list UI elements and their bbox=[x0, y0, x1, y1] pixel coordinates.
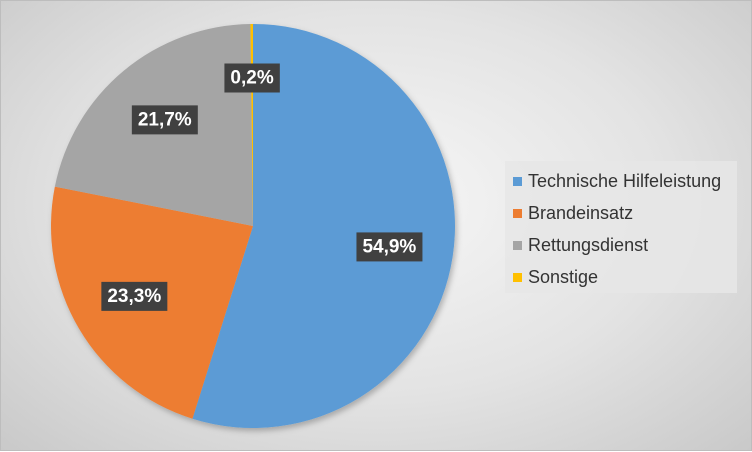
legend-swatch bbox=[513, 240, 522, 250]
data-label-text: 0,2% bbox=[230, 68, 273, 89]
data-labels: 54,9% 23,3% 21,7% 0,2% bbox=[101, 63, 423, 311]
data-label-technische-hilfeleistung: 54,9% bbox=[356, 232, 423, 262]
legend-label: Technische Hilfeleistung bbox=[528, 170, 722, 191]
legend-item-brandeinsatz: Brandeinsatz bbox=[513, 197, 737, 229]
data-label-text: 54,9% bbox=[362, 236, 416, 257]
legend-swatch bbox=[513, 272, 522, 282]
legend-swatch bbox=[513, 208, 522, 218]
data-label-text: 23,3% bbox=[107, 286, 161, 307]
data-label-brandeinsatz: 23,3% bbox=[101, 281, 168, 311]
pie-slice-technische-hilfeleistung bbox=[192, 24, 455, 428]
data-label-box bbox=[224, 63, 280, 93]
data-label-sonstige: 0,2% bbox=[224, 63, 280, 93]
legend-item-rettungsdienst: Rettungsdienst bbox=[513, 229, 737, 261]
data-label-box bbox=[356, 232, 423, 262]
legend: Technische Hilfeleistung Brandeinsatz Re… bbox=[505, 161, 737, 293]
data-label-box bbox=[101, 281, 168, 311]
legend-swatch bbox=[513, 176, 522, 186]
legend-item-technische-hilfeleistung: Technische Hilfeleistung bbox=[513, 165, 737, 197]
legend-label: Brandeinsatz bbox=[528, 202, 634, 223]
legend-label: Sonstige bbox=[528, 266, 599, 287]
data-label-rettungsdienst: 21,7% bbox=[131, 105, 198, 135]
data-label-box bbox=[131, 105, 198, 135]
legend-label: Rettungsdienst bbox=[528, 234, 649, 255]
legend-item-sonstige: Sonstige bbox=[513, 261, 737, 293]
data-label-text: 21,7% bbox=[138, 109, 192, 130]
